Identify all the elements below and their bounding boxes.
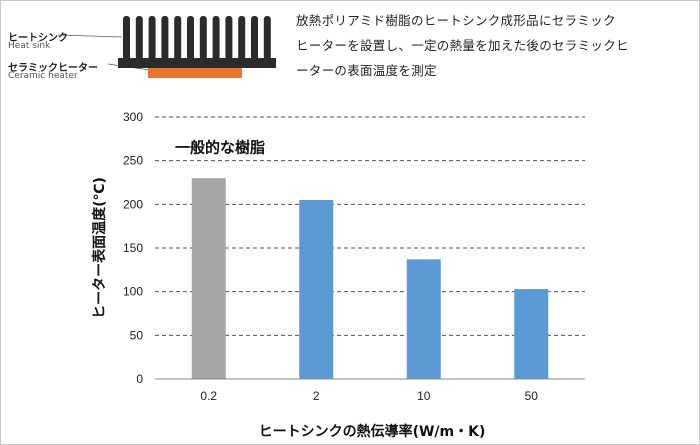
y-tick-label: 100 bbox=[123, 285, 143, 299]
bar-0.2 bbox=[191, 178, 226, 379]
y-axis-title: ヒーター表面温度(℃) bbox=[91, 177, 108, 319]
bars bbox=[191, 178, 549, 379]
y-tick-label: 200 bbox=[123, 197, 143, 211]
description-line-3: ーターの表面温度を測定 bbox=[296, 63, 437, 78]
heatsink-base bbox=[118, 58, 276, 68]
heatsink-label-jp: ヒートシンク bbox=[8, 33, 68, 44]
bar-10 bbox=[406, 259, 441, 379]
heatsink-leader-line bbox=[57, 34, 123, 38]
description-text: 放熱ポリアミド樹脂のヒートシンク成形品にセラミック ヒーターを設置し、一定の熱量… bbox=[296, 8, 692, 83]
x-tick-label: 10 bbox=[417, 389, 431, 403]
heater-label-jp: セラミックヒーター bbox=[8, 63, 98, 74]
heatsink-fin bbox=[225, 16, 233, 60]
y-tick-labels: 0 50 100 150 200 250 300 bbox=[123, 110, 143, 386]
y-tick-label: 150 bbox=[123, 241, 143, 255]
temperature-bar-chart: 0 50 100 150 200 250 300 0.2 2 10 50 一般的な樹脂 ヒーター表… bbox=[91, 110, 585, 440]
x-axis-title: ヒートシンクの熱伝導率(W/m・K) bbox=[259, 423, 486, 440]
heatsink-fin bbox=[174, 16, 182, 60]
heatsink-illustration bbox=[57, 16, 276, 78]
x-tick-label: 2 bbox=[313, 389, 320, 403]
heatsink-fin bbox=[187, 16, 194, 60]
x-tick-label: 0.2 bbox=[200, 389, 217, 403]
heatsink-label-en: Heat sink bbox=[8, 41, 51, 51]
heatsink-fins bbox=[123, 16, 271, 60]
heater-label-en: Ceramic heater bbox=[8, 71, 78, 81]
heatsink-fin bbox=[212, 16, 220, 60]
heatsink-fin bbox=[161, 16, 169, 60]
heatsink-fin bbox=[263, 16, 271, 60]
y-tick-label: 0 bbox=[136, 372, 143, 386]
heatsink-fin bbox=[199, 16, 207, 60]
x-tick-label: 50 bbox=[525, 389, 539, 403]
y-tick-label: 50 bbox=[130, 328, 144, 342]
description-line-1: 放熱ポリアミド樹脂のヒートシンク成形品にセラミック bbox=[296, 13, 616, 28]
bar-50 bbox=[514, 289, 549, 379]
bar-2 bbox=[299, 199, 334, 379]
heatsink-fin bbox=[251, 16, 258, 60]
annotation-label: 一般的な樹脂 bbox=[175, 139, 265, 157]
heatsink-fin bbox=[238, 16, 246, 60]
y-tick-label: 250 bbox=[123, 154, 143, 168]
ceramic-heater bbox=[148, 68, 242, 78]
heatsink-fin bbox=[123, 16, 130, 60]
heatsink-fin bbox=[135, 16, 143, 60]
heatsink-diagram: ヒートシンク Heat sink セラミックヒーター Ceramic heate… bbox=[0, 0, 300, 100]
y-tick-label: 300 bbox=[123, 110, 143, 124]
description-line-2: ヒーターを設置し、一定の熱量を加えた後のセラミックヒ bbox=[296, 38, 629, 53]
grid-lines bbox=[155, 116, 585, 336]
x-tick-labels: 0.2 2 10 50 bbox=[200, 389, 538, 403]
heatsink-fin bbox=[148, 16, 156, 60]
